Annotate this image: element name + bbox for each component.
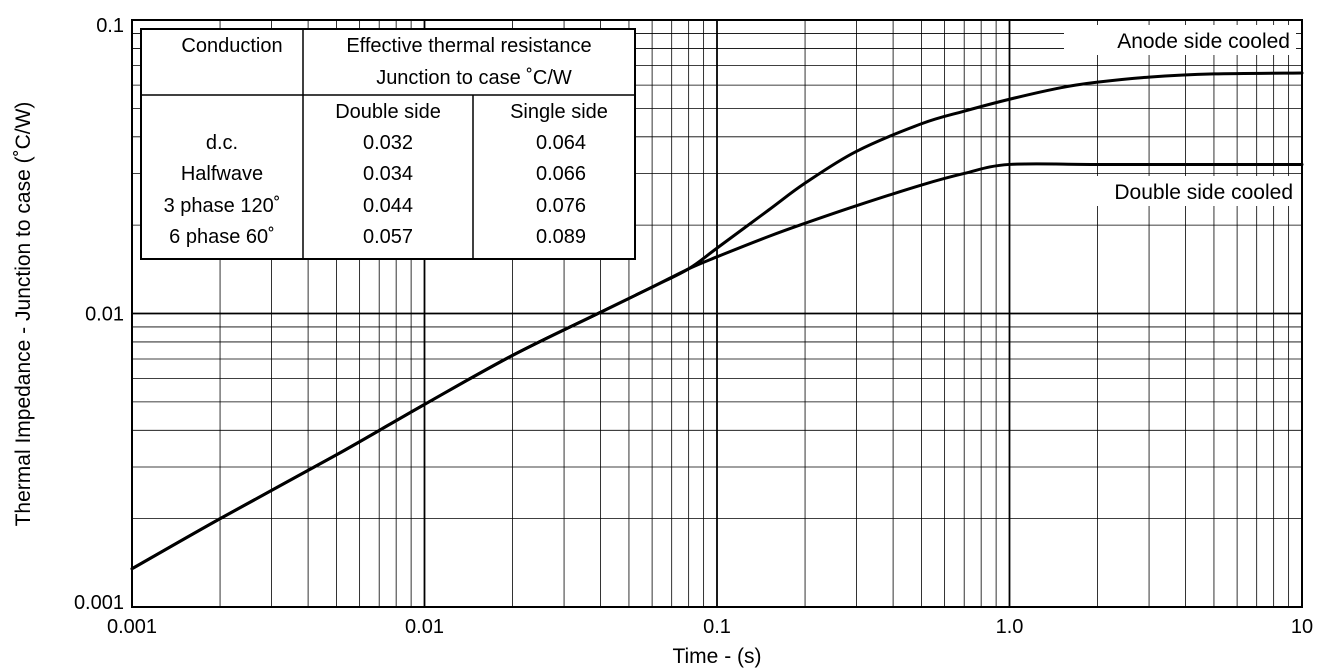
y-tick-labels: 0.001 0.01 0.1: [74, 15, 124, 614]
annotation-anode-side-cooled: Anode side cooled: [1117, 30, 1290, 53]
table-cell-conduction: Halfwave: [181, 163, 263, 185]
table-header-line1: Effective thermal resistance: [346, 35, 591, 57]
table-border: [140, 28, 636, 260]
legend-table-background: [141, 29, 635, 259]
annotation-double-side-cooled: Double side cooled: [1114, 181, 1293, 204]
table-cell-double: 0.032: [363, 132, 413, 154]
annotation-bg-double: [1064, 176, 1296, 206]
table-cell-double: 0.044: [363, 195, 413, 217]
y-axis-label: Thermal Impedance - Junction to case (˚C…: [12, 102, 35, 527]
table-cell-conduction: 6 phase 60˚: [169, 226, 275, 248]
table-cell-double: 0.057: [363, 226, 413, 248]
table-cell-conduction: d.c.: [206, 132, 238, 154]
table-cell-single: 0.066: [536, 163, 586, 185]
table-cell-conduction: 3 phase 120˚: [164, 195, 281, 217]
table-subheader-single: Single side: [510, 101, 608, 123]
legend-table: Conduction Effective thermal resistance …: [140, 28, 636, 260]
series-layer: [130, 71, 1304, 571]
table-header-line2: Junction to case ˚C/W: [376, 67, 572, 89]
x-tick-label: 0.1: [703, 616, 731, 638]
annotation-bg-anode: [1064, 25, 1296, 55]
table-cell-double: 0.034: [363, 163, 413, 185]
x-tick-labels: 0.001 0.01 0.1 1.0 10: [107, 616, 1313, 638]
table-cell-single: 0.064: [536, 132, 586, 154]
x-tick-label: 1.0: [996, 616, 1024, 638]
table-header-conduction: Conduction: [181, 35, 282, 57]
table-cell-single: 0.076: [536, 195, 586, 217]
y-tick-label: 0.01: [85, 304, 124, 326]
series-line-double-side-cooled: [130, 162, 1304, 571]
x-tick-label: 0.01: [405, 616, 444, 638]
y-tick-label: 0.001: [74, 592, 124, 614]
x-axis-label: Time - (s): [672, 645, 761, 668]
plot-frame: [131, 19, 1303, 608]
table-subheader-double: Double side: [335, 101, 441, 123]
table-cell-single: 0.089: [536, 226, 586, 248]
x-tick-label: 10: [1291, 616, 1313, 638]
x-tick-label: 0.001: [107, 616, 157, 638]
y-tick-label: 0.1: [96, 15, 124, 37]
